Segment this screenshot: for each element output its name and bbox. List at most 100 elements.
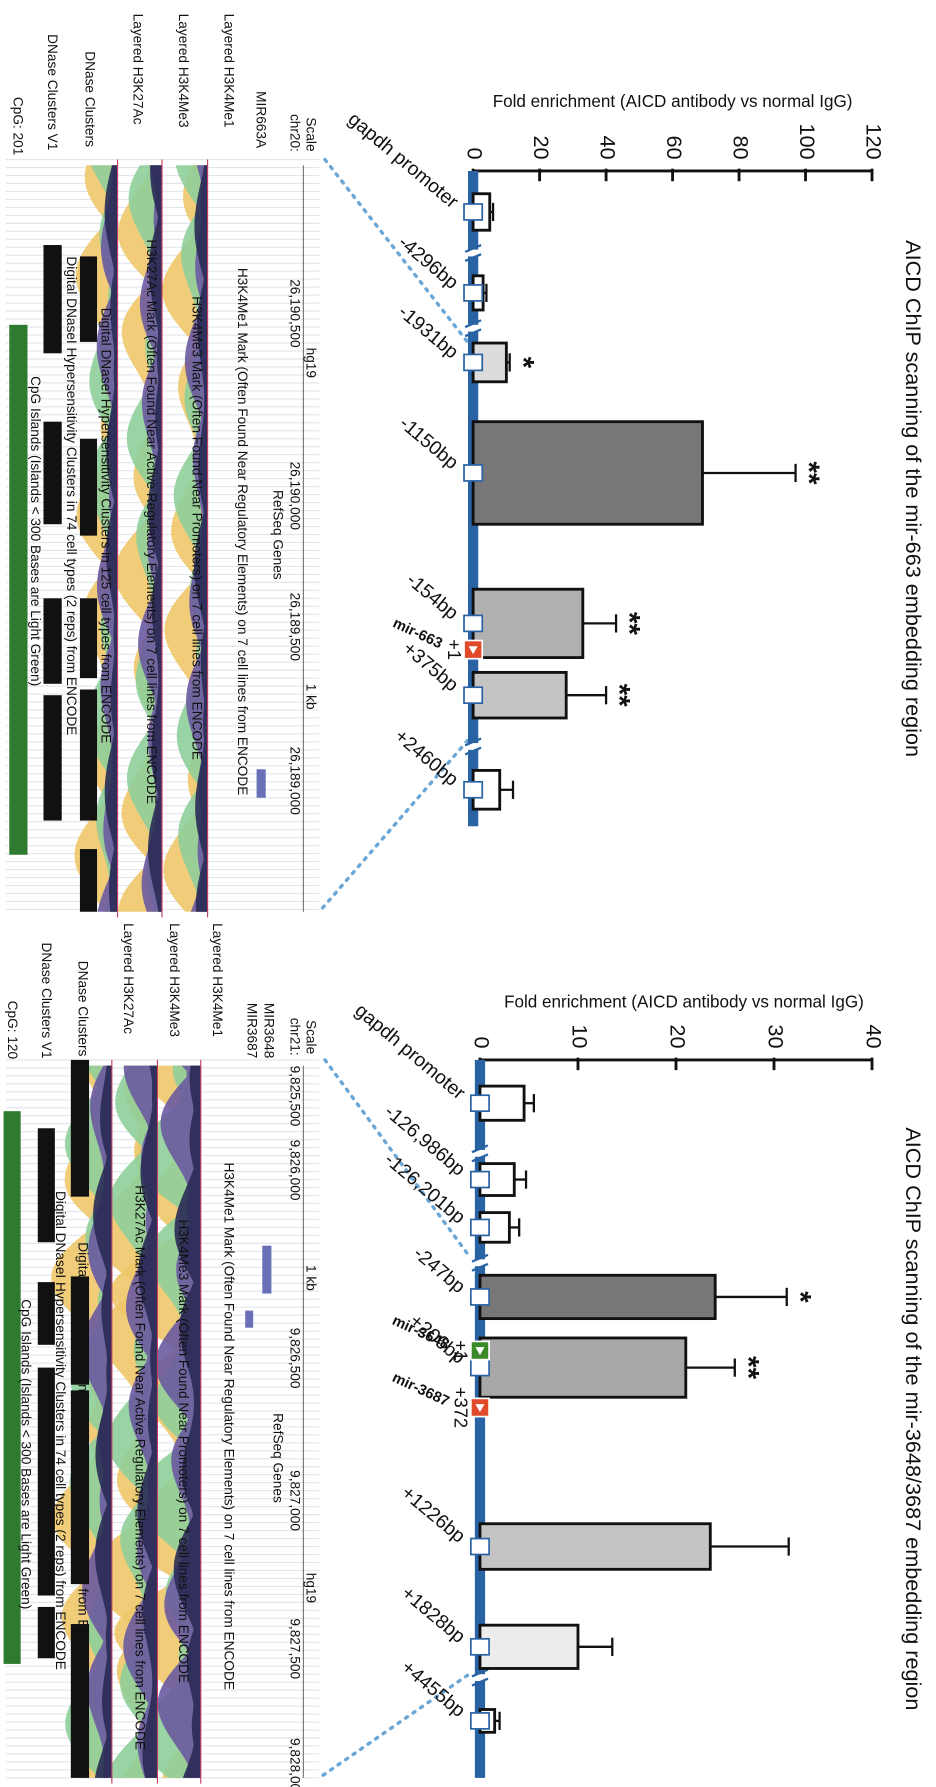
track-name: DNase Clusters V1 <box>45 34 60 150</box>
significance: ** <box>603 684 636 708</box>
bar <box>473 422 702 525</box>
axis-title: Fold enrichment (AICD antibody vs normal… <box>493 92 853 111</box>
dnase-cluster <box>43 598 61 683</box>
chrom-label: chr20: <box>288 114 303 152</box>
bar <box>480 1524 710 1570</box>
dnase-cluster <box>80 598 97 678</box>
axis-node <box>471 1360 489 1376</box>
track-description: H3K27Ac Mark (Often Found Near Active Re… <box>133 1185 148 1750</box>
cpg-island <box>9 325 27 855</box>
significance: ** <box>731 1356 764 1380</box>
refseq-label: RefSeq Genes <box>270 490 285 580</box>
tick-label: 20 <box>529 135 554 159</box>
refseq-label: RefSeq Genes <box>270 1413 285 1503</box>
dnase-cluster <box>80 439 97 536</box>
tick-label: 80 <box>728 135 753 159</box>
chart-title: AICD ChIP scanning of the mir-3648/3687 … <box>901 1127 926 1710</box>
gene-label: MIR3648 <box>261 1003 276 1058</box>
mirna-position: +1 <box>444 639 465 660</box>
track-description: Digital DNaseI Hypersensitivity Clusters… <box>53 1191 68 1670</box>
chart-title: AICD ChIP scanning of the mir-663 embedd… <box>901 240 926 757</box>
axis-node <box>464 285 482 301</box>
scale-label: Scale <box>304 1020 319 1054</box>
mirna-position: +372 <box>451 1387 472 1428</box>
category-label: gapdh promoter <box>351 999 470 1104</box>
gene-label: MIR3687 <box>244 1003 259 1058</box>
position-label: 26,190,000 <box>288 462 303 531</box>
bar <box>473 672 566 718</box>
bar <box>480 1275 715 1318</box>
track-description: H3K27Ac Mark (Often Found Near Active Re… <box>144 239 159 804</box>
track-description: Digital DNaseI Hypersensitivity Clusters… <box>64 256 79 735</box>
tick-label: 40 <box>595 135 620 159</box>
dnase-cluster <box>80 689 97 820</box>
gene-box <box>245 1311 253 1328</box>
track-name: DNase Clusters V1 <box>39 943 54 1059</box>
track-name: Layered H3K27Ac <box>130 14 145 125</box>
tick-label: 120 <box>861 123 886 159</box>
significance: * <box>783 1291 816 1303</box>
scale-bar-label: 1 kb <box>304 684 319 710</box>
tick-label: 60 <box>662 135 687 159</box>
assembly-label: hg19 <box>304 348 319 378</box>
scale-bar-label: 1 kb <box>304 1265 319 1291</box>
track-name: Layered H3K27Ac <box>121 923 136 1034</box>
axis-node <box>464 782 482 798</box>
gene-label: MIR663A <box>253 91 268 149</box>
track-description: Digital DNaseI Hypersensitivity Clusters… <box>98 308 113 744</box>
track-name: DNase Clusters <box>82 51 97 147</box>
axis-node <box>464 687 482 703</box>
dnase-cluster <box>43 695 61 820</box>
track-description: CpG Islands (Islands < 300 Bases are Lig… <box>19 1299 34 1609</box>
tick-label: 40 <box>861 1024 886 1048</box>
significance: * <box>506 357 539 369</box>
figure: Scalechr20:MIR663Ahg191 kbRefSeq Genes26… <box>0 0 936 1787</box>
tick-label: 20 <box>665 1024 690 1048</box>
axis-node <box>471 1289 489 1305</box>
position-label: 9,826,500 <box>288 1328 303 1389</box>
track-name: Layered H3K4Me1 <box>221 14 236 128</box>
tick-label: 0 <box>462 148 487 160</box>
scale-label: Scale <box>304 117 319 151</box>
significance: ** <box>613 612 646 636</box>
bar <box>473 589 583 657</box>
dnase-cluster <box>80 849 97 912</box>
position-label: 26,189,500 <box>288 593 303 662</box>
tick-label: 100 <box>795 123 820 159</box>
position-label: 9,827,000 <box>288 1470 303 1531</box>
chrom-label: chr21: <box>288 1018 303 1056</box>
track-description: H3K4Me1 Mark (Often Found Near Regulator… <box>221 1162 236 1690</box>
track-name: Layered H3K4Me3 <box>176 14 191 128</box>
axis-node <box>464 465 482 481</box>
mirna-position: +1 <box>451 1340 472 1361</box>
track-name: CpG: 201 <box>11 97 26 155</box>
track-description: H3K4Me3 Mark (Often Found Near Promoters… <box>176 1219 191 1683</box>
dnase-cluster <box>71 1060 89 1197</box>
axis-node <box>464 615 482 631</box>
page: Scalechr20:MIR663Ahg191 kbRefSeq Genes26… <box>0 0 936 1787</box>
position-label: 26,190,500 <box>288 279 303 348</box>
tick-label: 30 <box>763 1024 788 1048</box>
category-label: +4455bp <box>397 1656 469 1722</box>
axis-node <box>471 1172 489 1188</box>
mirna-label: mir-3687 <box>390 1370 452 1410</box>
dnase-cluster <box>43 245 61 353</box>
category-label: -247bp <box>409 1242 469 1298</box>
track-name: DNase Clusters <box>76 961 91 1057</box>
bar <box>480 1625 578 1668</box>
axis-node <box>471 1095 489 1111</box>
track-name: Layered H3K4Me1 <box>210 923 225 1037</box>
gene-box <box>257 769 266 797</box>
position-label: 9,825,500 <box>288 1066 303 1127</box>
assembly-label: hg19 <box>304 1573 319 1603</box>
axis-title: Fold enrichment (AICD antibody vs normal… <box>504 992 864 1011</box>
category-label: +2460bp <box>390 725 462 791</box>
track-description: Digital DNaseI Hypersensitivity Clusters… <box>76 1242 91 1678</box>
track-name: Layered H3K4Me3 <box>167 923 182 1037</box>
gene-box <box>262 1246 271 1294</box>
tick-label: 0 <box>469 1036 494 1048</box>
axis-node <box>464 204 482 220</box>
track-name: CpG: 120 <box>5 1001 20 1060</box>
dnase-cluster <box>80 256 97 341</box>
track-description: CpG Islands (Islands < 300 Bases are Lig… <box>28 376 43 686</box>
